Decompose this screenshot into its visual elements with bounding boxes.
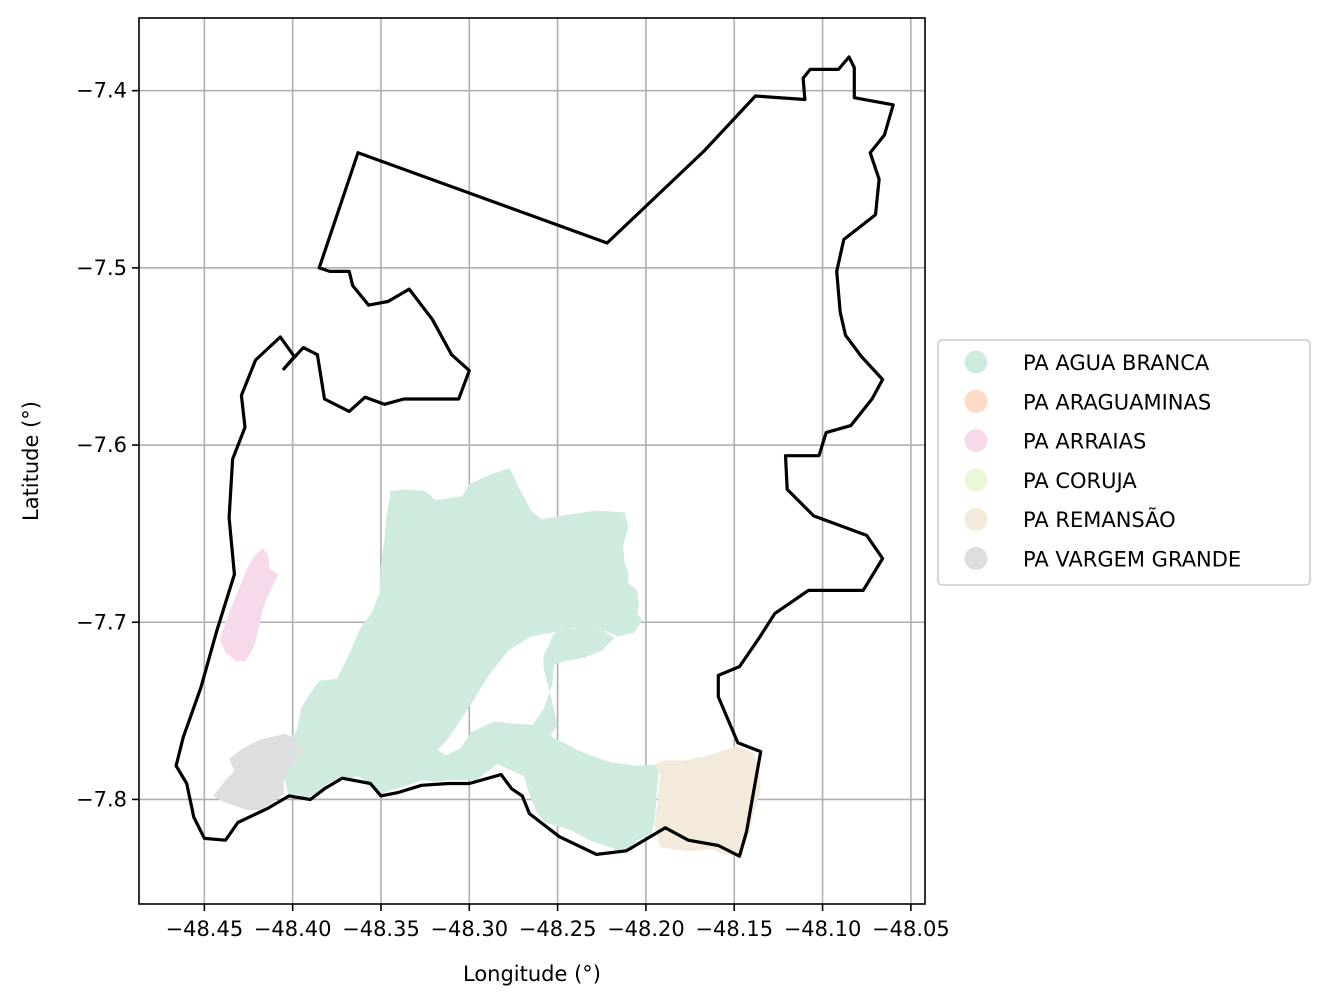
region-pa-agua-branca — [275, 468, 664, 853]
boundary-outline — [174, 55, 895, 858]
settlement-regions — [213, 468, 761, 857]
legend-marker — [964, 507, 988, 531]
x-tick-label: −48.35 — [342, 917, 420, 941]
legend-marker — [964, 350, 988, 374]
x-tick-label: −48.15 — [695, 917, 773, 941]
legend-label: PA REMANSÃO — [1023, 506, 1176, 532]
plot-frame — [138, 17, 926, 905]
y-tick-label: −7.6 — [76, 433, 127, 457]
y-axis-label: Latitude (°) — [19, 401, 43, 521]
region-pa-remans-o — [654, 746, 761, 857]
legend-label: PA VARGEM GRANDE — [1023, 548, 1241, 572]
y-tick-label: −7.5 — [76, 256, 127, 280]
y-tick-label: −7.7 — [76, 610, 127, 634]
x-tick-label: −48.30 — [430, 917, 508, 941]
x-tick-label: −48.20 — [607, 917, 685, 941]
legend-marker — [964, 547, 988, 570]
municipality-boundary — [174, 55, 895, 858]
legend-label: PA ARRAIAS — [1023, 430, 1146, 454]
legend-label: PA ARAGUAMINAS — [1023, 390, 1211, 414]
x-tick-label: −48.25 — [519, 917, 597, 941]
x-tick-label: −48.45 — [165, 917, 243, 941]
legend-label: PA AGUA BRANCA — [1023, 351, 1210, 375]
legend-marker — [964, 389, 988, 413]
x-axis-label: Longitude (°) — [463, 962, 601, 986]
y-tick-label: −7.8 — [76, 787, 127, 811]
legend-marker — [964, 429, 988, 453]
y-tick-label: −7.4 — [76, 79, 127, 103]
x-tick-label: −48.05 — [872, 917, 950, 941]
region-pa-arraias — [220, 547, 279, 662]
region-pa-vargem-grande — [213, 733, 304, 811]
x-tick-label: −48.40 — [254, 917, 332, 941]
legend-marker — [964, 468, 988, 492]
legend: PA AGUA BRANCA PA ARAGUAMINAS PA ARRAIAS PA… — [937, 339, 1311, 586]
x-tick-label: −48.10 — [784, 917, 862, 941]
legend-box — [937, 339, 1311, 586]
axis-ticks: −48.45 −48.40 −48.35 −48.30 −48.25 −48.20 −48.… — [76, 79, 950, 941]
legend-label: PA CORUJA — [1023, 469, 1137, 493]
